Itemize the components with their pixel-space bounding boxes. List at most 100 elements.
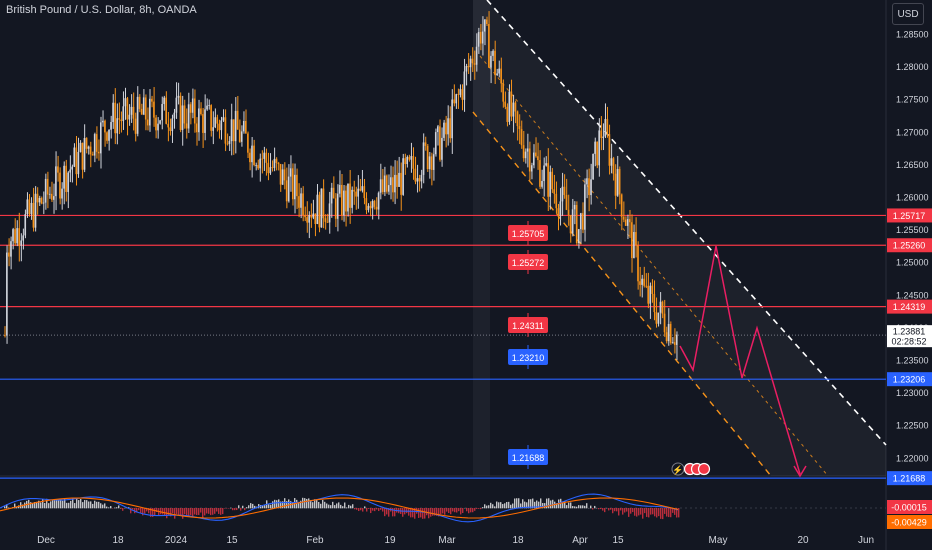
osc-bar bbox=[478, 508, 480, 509]
osc-bar bbox=[542, 503, 544, 509]
osc-bar bbox=[196, 508, 198, 515]
osc-bar bbox=[366, 508, 368, 512]
candle-body bbox=[616, 168, 619, 196]
candle-body bbox=[326, 221, 329, 223]
candle-body bbox=[475, 46, 478, 65]
osc-bar bbox=[288, 499, 290, 509]
candle-body bbox=[492, 50, 494, 56]
osc-bar bbox=[524, 501, 526, 509]
candle-body bbox=[400, 172, 402, 195]
osc-bar bbox=[490, 502, 492, 509]
candle-body bbox=[610, 158, 613, 166]
osc-bar bbox=[66, 502, 68, 509]
tag-background bbox=[508, 225, 548, 241]
osc-bar bbox=[480, 508, 482, 510]
osc-bar bbox=[238, 505, 240, 509]
price-tick-label: 1.24500 bbox=[896, 290, 929, 300]
osc-bar bbox=[220, 508, 222, 515]
osc-bar bbox=[250, 503, 252, 509]
candle-body bbox=[383, 175, 386, 193]
candle-body bbox=[469, 58, 472, 68]
osc-bar bbox=[674, 508, 676, 515]
candle-body bbox=[285, 180, 288, 202]
currency-button[interactable]: USD bbox=[892, 3, 924, 25]
candle-body bbox=[639, 281, 641, 285]
time-tick-label: 2024 bbox=[165, 535, 188, 546]
candle-body bbox=[191, 98, 194, 113]
candle-body bbox=[541, 181, 543, 187]
candle-body bbox=[510, 91, 513, 117]
candle-body bbox=[426, 145, 429, 170]
candle-body bbox=[55, 166, 57, 197]
osc-bar bbox=[472, 508, 474, 513]
candle-body bbox=[61, 188, 63, 199]
level-price-label: 1.21688 bbox=[893, 474, 926, 484]
osc-bar bbox=[208, 508, 210, 514]
candle-body bbox=[488, 23, 490, 68]
current-price-bg bbox=[887, 325, 932, 348]
level-price-label: 1.25717 bbox=[893, 211, 926, 221]
candle-body bbox=[447, 118, 449, 135]
price-tick-label: 1.27500 bbox=[896, 95, 929, 105]
candle-body bbox=[181, 105, 184, 130]
level-tag: 1.21688 bbox=[512, 453, 545, 463]
candle-body bbox=[50, 193, 53, 200]
candle-body bbox=[643, 278, 645, 286]
level-price-label: 1.23206 bbox=[893, 375, 926, 385]
level-tags: 1.25705 1.25272 1.24311 1.23210 1.21688 ⚡ bbox=[508, 221, 711, 476]
candle-body bbox=[561, 186, 564, 202]
osc-bar bbox=[458, 508, 460, 512]
osc-bar bbox=[278, 499, 280, 509]
time-tick-label: Apr bbox=[572, 535, 588, 546]
candle-body bbox=[553, 189, 556, 194]
osc-bar bbox=[624, 508, 626, 513]
osc-bar bbox=[104, 503, 106, 509]
candle-body bbox=[142, 97, 145, 115]
candle-body bbox=[622, 216, 625, 220]
candle-body bbox=[443, 122, 445, 138]
osc-bar bbox=[246, 507, 248, 509]
candle-body bbox=[396, 174, 398, 187]
projection-path bbox=[679, 245, 807, 478]
level-price-bg bbox=[887, 238, 932, 253]
candle-body bbox=[657, 312, 660, 324]
osc-bar bbox=[370, 508, 372, 514]
candle-body bbox=[661, 301, 664, 314]
candle-body bbox=[48, 193, 51, 195]
candle-body bbox=[259, 158, 261, 169]
osc-bar bbox=[426, 508, 428, 516]
osc-bar bbox=[644, 508, 646, 514]
osc-bar bbox=[76, 499, 78, 509]
candle-body bbox=[483, 19, 486, 32]
candle-body bbox=[608, 134, 611, 166]
candle-body bbox=[128, 114, 131, 120]
candle-body bbox=[273, 158, 276, 168]
candle-body bbox=[588, 178, 590, 196]
osc-bar bbox=[314, 499, 316, 509]
candle-body bbox=[363, 186, 366, 199]
candle-body bbox=[620, 194, 623, 217]
candle-body bbox=[122, 106, 125, 122]
osc-bar bbox=[62, 500, 64, 509]
osc-bar bbox=[548, 498, 550, 509]
time-tick-label: 20 bbox=[797, 535, 809, 546]
candle-body bbox=[624, 219, 627, 226]
candle-body bbox=[26, 199, 29, 215]
osc-bar bbox=[210, 508, 212, 516]
osc-bar bbox=[438, 508, 440, 517]
time-tick-label: May bbox=[709, 535, 728, 546]
osc-bar bbox=[372, 508, 374, 511]
candle-body bbox=[173, 112, 176, 119]
osc-bar bbox=[348, 504, 350, 509]
osc-bar bbox=[274, 499, 276, 509]
candle-body bbox=[106, 132, 108, 141]
candle-body bbox=[598, 130, 600, 166]
osc-bar bbox=[8, 507, 10, 509]
candle-body bbox=[398, 172, 400, 187]
candle-body bbox=[110, 122, 112, 130]
osc-bar bbox=[668, 508, 670, 518]
osc-bar bbox=[192, 508, 194, 517]
osc-bar bbox=[332, 501, 334, 509]
osc-bar bbox=[418, 508, 420, 518]
